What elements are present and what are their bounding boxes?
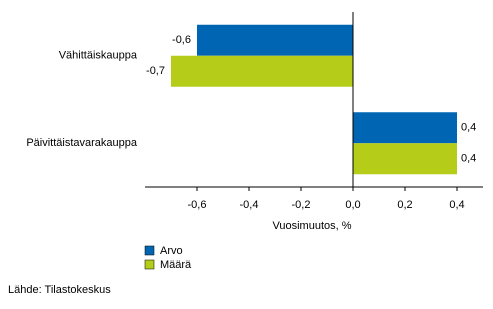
legend-swatch — [144, 259, 155, 270]
value-label: -0,6 — [172, 34, 191, 46]
legend-label: Määrä — [160, 259, 192, 271]
x-tick-label: -0,2 — [292, 199, 311, 211]
x-tick-label: -0,4 — [240, 199, 259, 211]
legend-label: Arvo — [160, 245, 183, 257]
category-label: Päivittäistavarakauppa — [26, 137, 138, 149]
x-tick-label: 0,0 — [345, 199, 360, 211]
bar — [171, 55, 353, 87]
legend-swatch — [144, 245, 155, 256]
x-tick-label: -0,6 — [188, 199, 207, 211]
category-label: Vähittäiskauppa — [59, 50, 138, 62]
bar — [197, 24, 353, 56]
value-label: 0,4 — [461, 122, 476, 134]
value-label: 0,4 — [461, 153, 476, 165]
x-tick-label: 0,2 — [397, 199, 412, 211]
x-axis-label: Vuosimuutos, % — [272, 220, 351, 232]
source: Lähde: Tilastokeskus — [8, 284, 111, 296]
bar — [353, 112, 457, 144]
bar — [353, 143, 457, 175]
value-label: -0,7 — [146, 65, 165, 77]
x-tick-label: 0,4 — [449, 199, 464, 211]
